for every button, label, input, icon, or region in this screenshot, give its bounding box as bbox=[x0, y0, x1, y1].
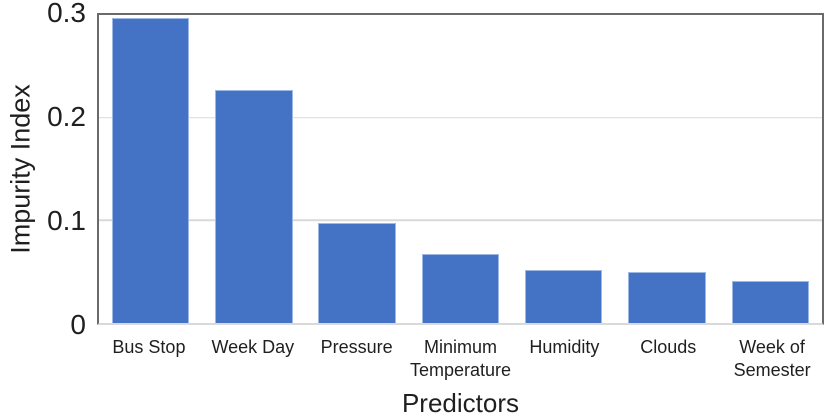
y-tick-label: 0 bbox=[70, 309, 86, 340]
category-label: Pressure bbox=[320, 337, 393, 357]
bar bbox=[525, 269, 603, 323]
bar-slot bbox=[202, 15, 305, 323]
category-label: Week Day bbox=[211, 337, 295, 357]
category-label: Minimum Temperature bbox=[409, 337, 512, 380]
gridline bbox=[99, 219, 822, 222]
bar-slot bbox=[512, 15, 615, 323]
category-label: Clouds bbox=[640, 337, 697, 357]
bar bbox=[215, 89, 293, 323]
x-axis-category-labels: Bus Stop Week Day Pressure Minimum Temperat… bbox=[97, 336, 824, 382]
bar-slot bbox=[615, 15, 718, 323]
bar bbox=[111, 18, 190, 323]
plot-area bbox=[97, 13, 824, 325]
y-axis-tick-labels: 0 0.1 0.2 0.3 bbox=[0, 0, 86, 339]
bar bbox=[731, 280, 810, 323]
gridlines bbox=[99, 15, 822, 323]
bar bbox=[318, 223, 396, 323]
bar-slot bbox=[99, 15, 202, 323]
y-tick-label: 0.3 bbox=[47, 0, 86, 28]
category-label: Humidity bbox=[529, 337, 600, 357]
y-tick-label: 0.2 bbox=[47, 101, 86, 132]
category-label: Week of Semester bbox=[733, 337, 811, 380]
x-axis-title: Predictors bbox=[401, 388, 520, 418]
bar-slot bbox=[719, 15, 822, 323]
bar-slot bbox=[306, 15, 409, 323]
bar bbox=[628, 271, 706, 323]
category-label: Bus Stop bbox=[112, 337, 186, 357]
bar-slot bbox=[409, 15, 512, 323]
y-tick-label: 0.1 bbox=[47, 205, 86, 236]
gridline bbox=[99, 116, 822, 119]
bar bbox=[421, 254, 500, 323]
bars bbox=[99, 15, 822, 323]
